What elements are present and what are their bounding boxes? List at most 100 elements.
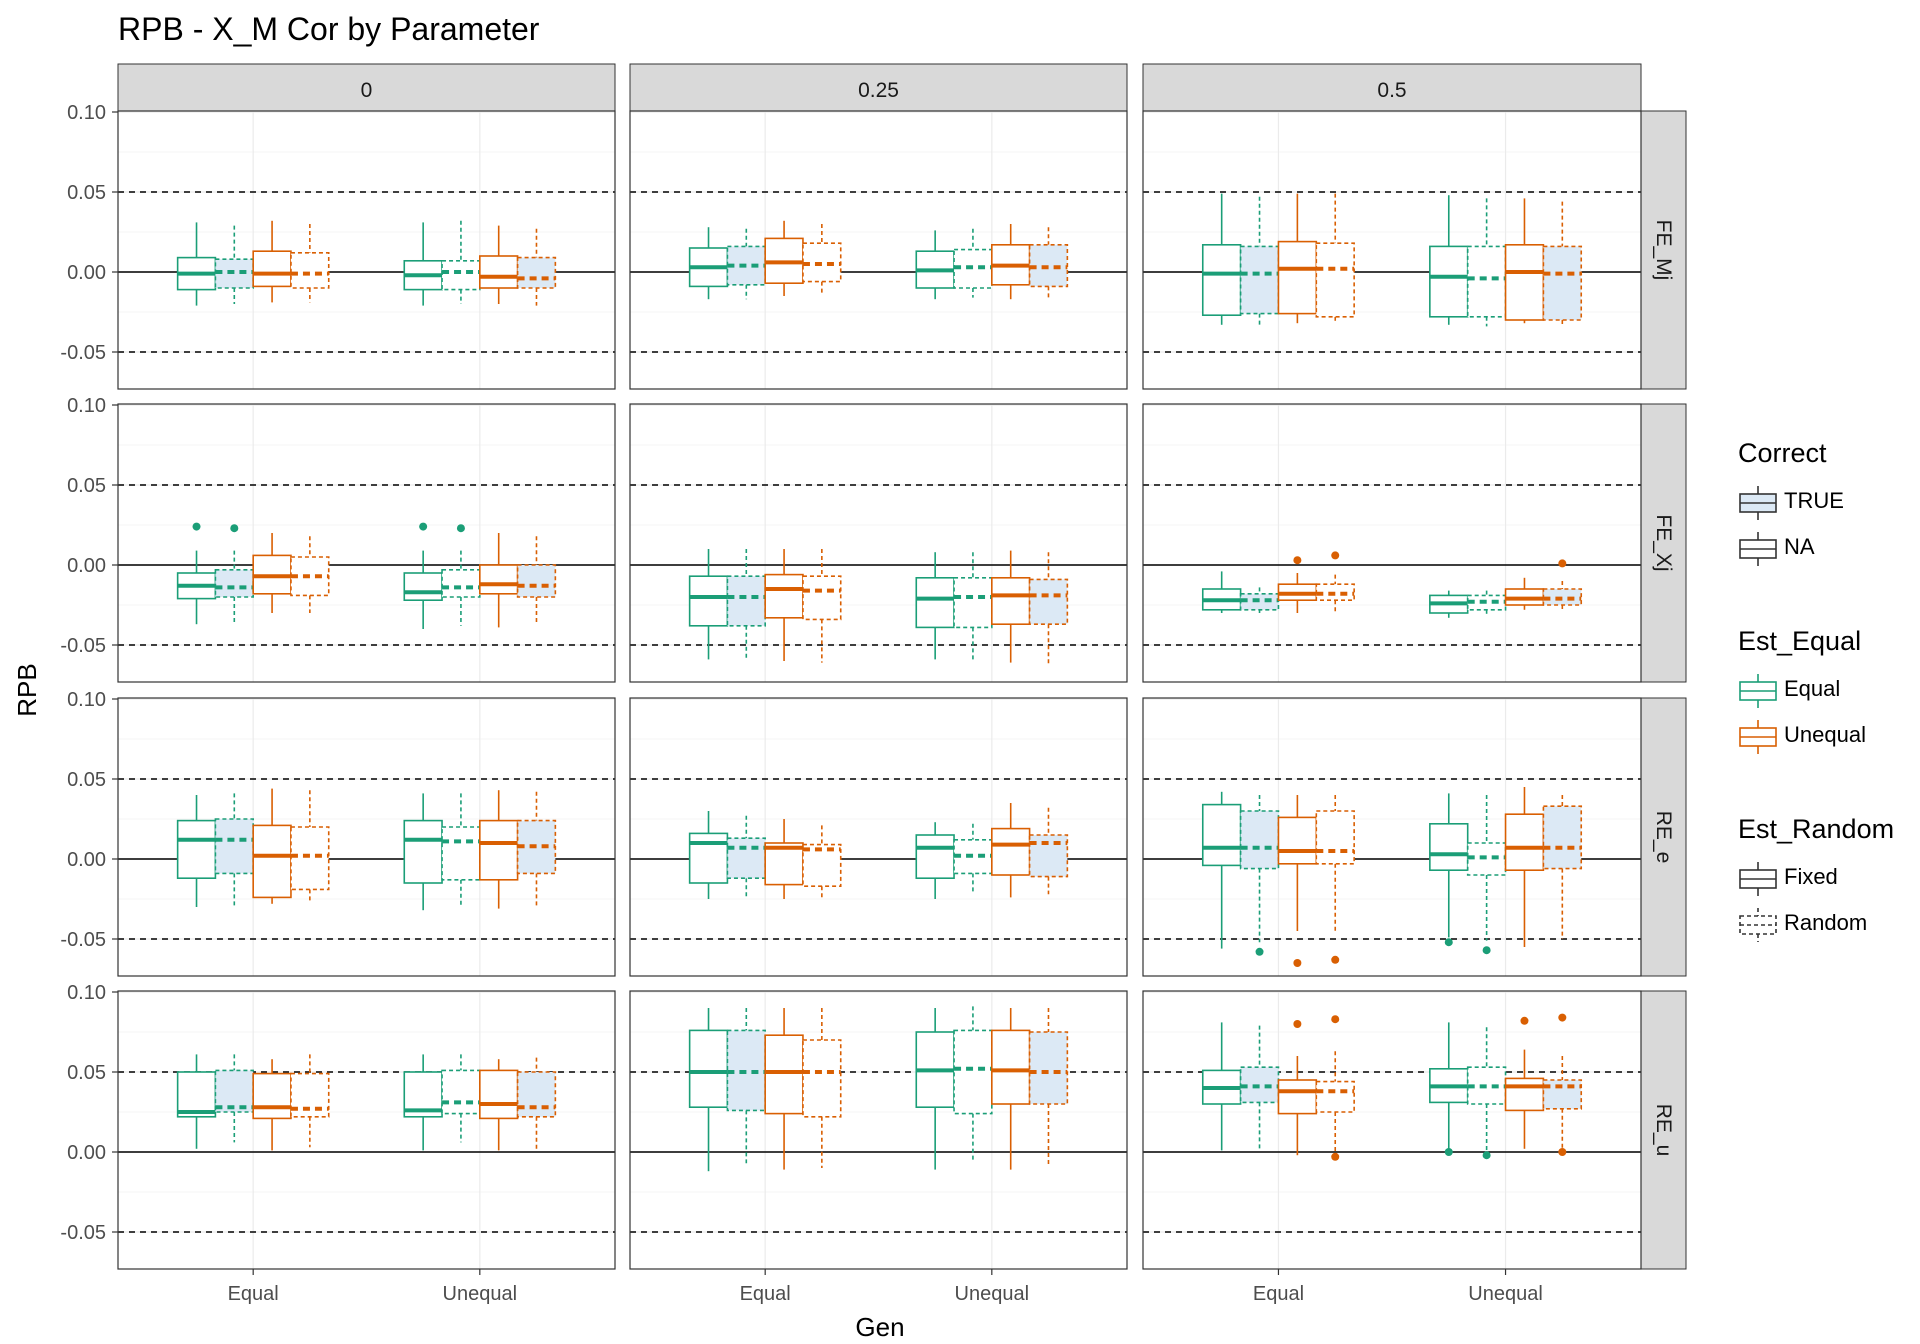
- outlier-point: [1293, 959, 1302, 967]
- box-equal-1: [1239, 587, 1280, 613]
- legend-key-est-equal: [1739, 674, 1777, 708]
- outlier-point: [1331, 1152, 1340, 1161]
- panel-background: [1143, 404, 1641, 682]
- x-tick-label: Equal: [740, 1283, 791, 1305]
- box-unequal-3: [1542, 795, 1583, 939]
- box-unequal-3: [516, 1057, 557, 1151]
- box-iqr: [1542, 1079, 1583, 1110]
- y-tick-label: -0.05: [60, 342, 106, 364]
- panel-RE_e-0: [117, 697, 616, 977]
- box-iqr: [1315, 1080, 1355, 1113]
- y-axis-title: RPB: [12, 663, 42, 716]
- x-axis-title: Gen: [855, 1312, 904, 1342]
- box-equal-3: [1315, 551, 1355, 612]
- box-iqr: [479, 564, 519, 595]
- box-equal-1: [1239, 196, 1280, 325]
- y-tick-label: 0.00: [67, 555, 106, 577]
- panel-FE_Mj-0.5: [1142, 110, 1642, 390]
- box-equal-1: [1239, 795, 1280, 956]
- legend-label-est_equal: Equal: [1784, 676, 1840, 701]
- outlier-point: [1558, 1013, 1567, 1022]
- box-equal-1: [214, 225, 254, 304]
- box-iqr: [915, 576, 955, 629]
- box-iqr: [1542, 245, 1583, 321]
- legend-key-correct: [1739, 532, 1777, 566]
- legend-label-correct: TRUE: [1784, 488, 1844, 513]
- box-equal-3: [1315, 193, 1355, 324]
- box-iqr: [953, 1029, 993, 1115]
- panel-border: [629, 697, 1128, 977]
- box-iqr: [252, 250, 292, 288]
- box-unequal-3: [1028, 1008, 1069, 1165]
- box-equal-1: [726, 1008, 766, 1164]
- box-equal-3: [802, 1008, 842, 1168]
- outlier-point: [419, 522, 428, 531]
- box-unequal-0: [915, 552, 955, 660]
- panel-border: [629, 403, 1128, 683]
- box-equal-1: [214, 1054, 254, 1143]
- panel-border: [1142, 110, 1642, 390]
- box-iqr: [290, 252, 330, 289]
- box-unequal-2: [1504, 787, 1545, 947]
- box-equal-1: [1239, 1025, 1280, 1149]
- y-tick-label: 0.05: [67, 769, 106, 791]
- legend-label-est_random: Random: [1784, 910, 1867, 935]
- box-iqr: [764, 1034, 804, 1115]
- box-iqr: [1239, 245, 1280, 315]
- y-tick-label: 0.05: [67, 182, 106, 204]
- box-iqr: [1542, 805, 1583, 870]
- box-unequal-0: [1429, 793, 1469, 947]
- y-tick-label: 0.10: [67, 982, 106, 1004]
- box-unequal-1: [953, 552, 993, 660]
- box-iqr: [403, 819, 443, 884]
- box-iqr: [1504, 244, 1545, 321]
- x-tick-label: Unequal: [443, 1283, 518, 1305]
- outlier-point: [1520, 1016, 1529, 1025]
- box-equal-0: [176, 222, 217, 306]
- box-unequal-3: [1028, 807, 1069, 895]
- panel-border: [117, 990, 616, 1270]
- y-tick-label: 0.10: [67, 102, 106, 124]
- box-iqr: [479, 255, 519, 289]
- box-iqr: [953, 576, 993, 629]
- box-iqr: [441, 1069, 481, 1115]
- box-unequal-1: [1466, 795, 1507, 955]
- box-iqr: [1028, 578, 1069, 626]
- outlier-point: [1293, 556, 1302, 565]
- y-tick-label: 0.00: [67, 1142, 106, 1164]
- row-strip-1: [1640, 403, 1687, 683]
- box-equal-1: [726, 228, 766, 300]
- box-unequal-3: [1028, 227, 1069, 298]
- box-iqr: [516, 564, 557, 598]
- box-iqr: [688, 1029, 729, 1109]
- box-equal-0: [1201, 571, 1242, 613]
- legend-title-est_random: Est_Random: [1738, 814, 1894, 844]
- x-tick-label: Unequal: [1468, 1283, 1543, 1305]
- col-strip-label: 0.25: [858, 79, 899, 102]
- box-iqr: [1277, 1079, 1318, 1115]
- box-unequal-2: [991, 224, 1031, 300]
- box-equal-0: [1201, 193, 1242, 325]
- box-unequal-0: [1429, 195, 1469, 325]
- row-strip-label: FE_Mj: [1652, 220, 1675, 281]
- panel-RE_e-0.5: [1142, 697, 1642, 977]
- outlier-point: [1331, 955, 1340, 964]
- box-iqr: [1504, 1077, 1545, 1112]
- box-unequal-3: [1542, 559, 1583, 610]
- box-unequal-3: [1542, 1013, 1583, 1156]
- box-iqr: [1201, 244, 1242, 317]
- box-equal-0: [1201, 791, 1242, 949]
- outlier-point: [1558, 1148, 1567, 1156]
- chart-title: RPB - X_M Cor by Parameter: [118, 11, 540, 47]
- box-equal-2: [1277, 193, 1318, 324]
- box-iqr: [915, 834, 955, 880]
- outlier-point: [230, 524, 239, 533]
- box-iqr: [1315, 242, 1355, 318]
- box-equal-3: [802, 224, 842, 293]
- panel-border: [1142, 403, 1642, 683]
- box-iqr: [991, 827, 1031, 876]
- box-equal-2: [1277, 556, 1318, 613]
- legend-title-correct: Correct: [1738, 438, 1827, 468]
- box-unequal-2: [479, 790, 519, 909]
- box-iqr: [176, 819, 217, 879]
